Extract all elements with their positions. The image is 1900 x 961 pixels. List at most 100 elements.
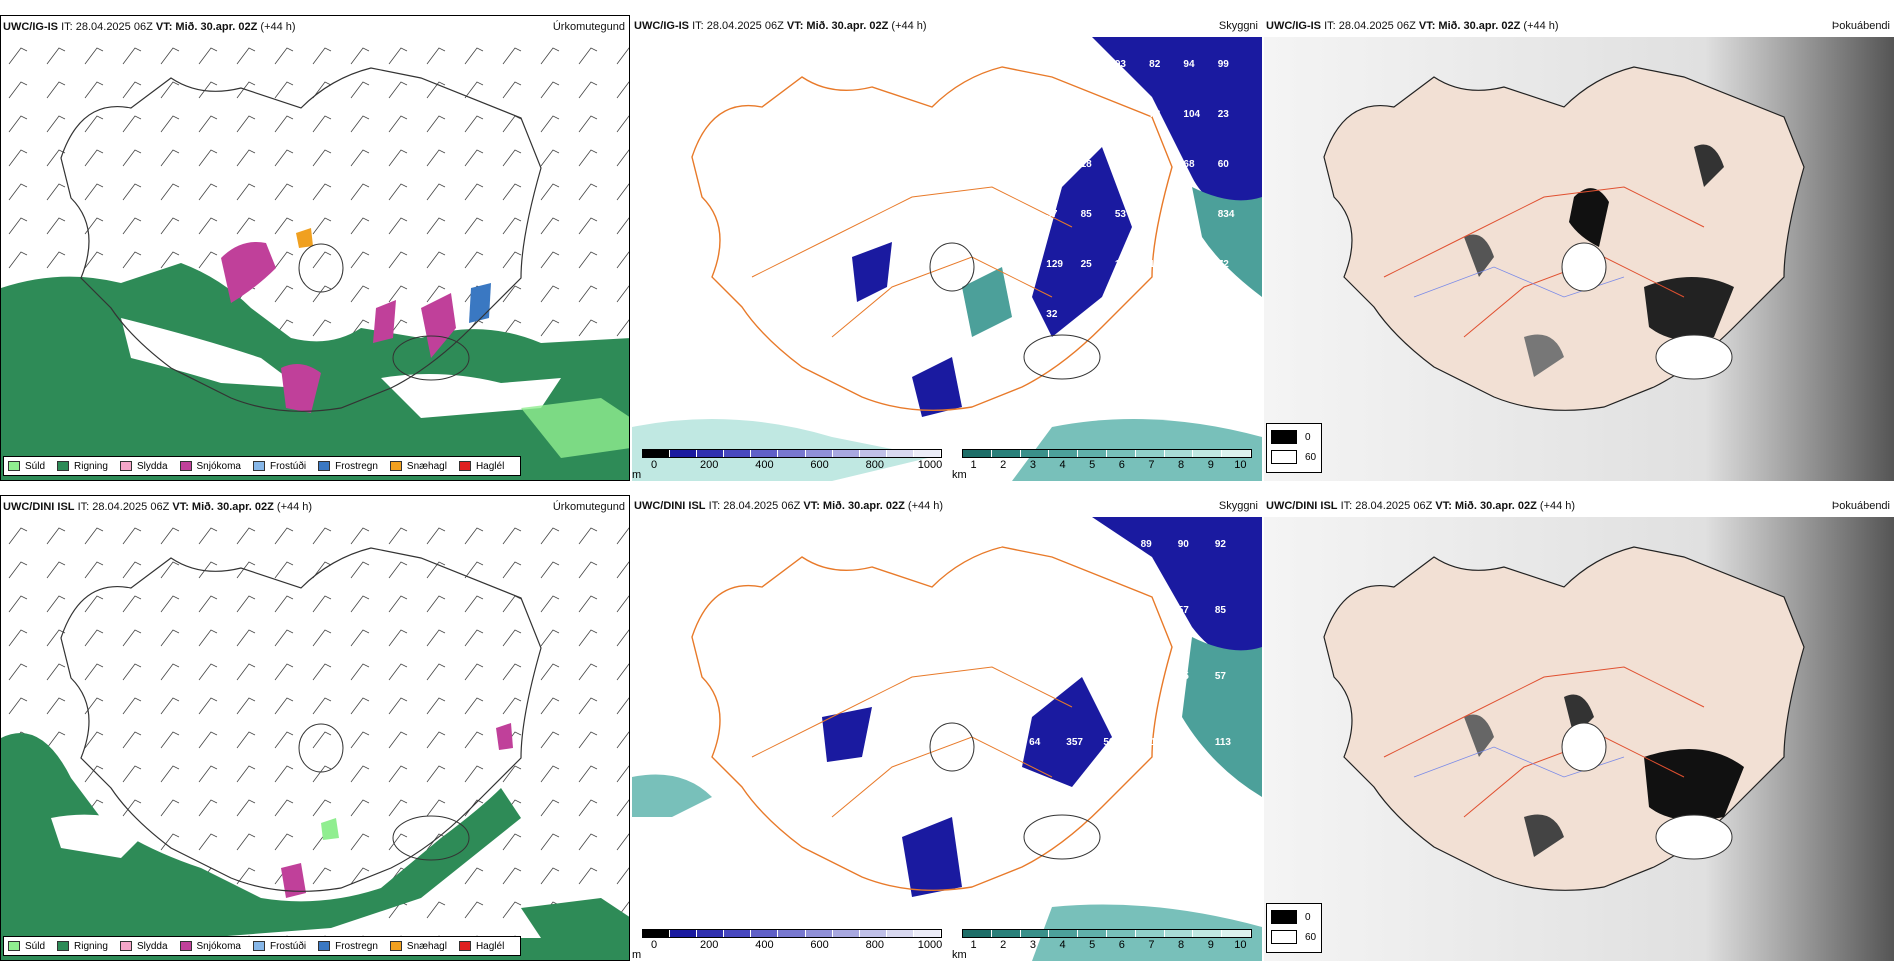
- ceiling-value-label: 213: [1066, 803, 1083, 814]
- fog-legend-swatch: [1271, 450, 1297, 464]
- colorbar-tick: 600: [810, 939, 829, 951]
- ceiling-value-label: 68: [1183, 159, 1195, 170]
- colorbar-unit: km: [952, 949, 967, 961]
- legend-swatch: [458, 461, 471, 471]
- ceiling-panel-top: UWC/IG-IS IT: 28.04.2025 06Z VT: Mið. 30…: [632, 15, 1262, 481]
- colorbar-segment: [1078, 450, 1107, 457]
- panel-title: Úrkomutegund: [552, 21, 625, 33]
- colorbar-segment: [670, 450, 698, 457]
- colorbar-tick: 3: [1029, 939, 1036, 951]
- legend-label: Súld: [25, 940, 46, 952]
- colorbar-tick: 5: [1089, 939, 1096, 951]
- colorbar-tick: 3: [1029, 459, 1036, 471]
- precip-legend: Súld Rigning Slydda Snjókoma Frostúði Frostre…: [3, 936, 522, 956]
- colorbar-segment: [1106, 930, 1136, 937]
- ceiling-value-label: 85: [1081, 209, 1093, 220]
- colorbar-tick: 1: [970, 459, 977, 471]
- ceiling-colorbar: m 0 200 400 600 800 1000: [632, 449, 943, 481]
- colorbar-segment: [805, 450, 833, 457]
- colorbar-segment: [778, 450, 806, 457]
- legend-label: Súld: [25, 460, 46, 472]
- model-name: UWC/IG-IS: [1266, 20, 1321, 32]
- colorbar-tick: 200: [700, 459, 719, 471]
- colorbar-segment: [643, 450, 671, 457]
- legend-item: Haglél: [458, 461, 504, 472]
- ceiling-colorbar: m 0 200 400 600 800 1000: [632, 929, 942, 961]
- model-name: UWC/DINI ISL: [1266, 500, 1338, 512]
- legend-item: Rigning: [57, 461, 108, 472]
- fog-legend-label: 0: [1305, 911, 1311, 923]
- lead-time: (+44 h): [907, 500, 944, 512]
- fog-legend-label: 60: [1305, 451, 1317, 463]
- colorbar-tick: 400: [755, 939, 774, 951]
- ceiling-value-label: 57: [1215, 671, 1227, 682]
- init-time: IT: 28.04.2025 06Z: [1324, 20, 1416, 32]
- ceiling-value-label: 69: [1115, 109, 1127, 120]
- panel-header: UWC/DINI ISL IT: 28.04.2025 06Z VT: Mið.…: [634, 500, 1258, 516]
- lead-time: (+44 h): [891, 20, 927, 32]
- panel-header: UWC/IG-IS IT: 28.04.2025 06Z VT: Mið. 30…: [1266, 20, 1890, 36]
- ceiling-value-label: 73: [1149, 109, 1161, 120]
- panel-header: UWC/IG-IS IT: 28.04.2025 06Z VT: Mið. 30…: [634, 20, 1258, 36]
- fog-legend-item: 60: [1271, 930, 1317, 944]
- colorbar-segment: [1049, 930, 1079, 937]
- fog-legend-item: 0: [1271, 910, 1317, 924]
- colorbar-tick: 7: [1148, 459, 1155, 471]
- colorbar-segment: [1106, 450, 1136, 457]
- valid-time: VT: Mið. 30.apr. 02Z: [1435, 500, 1537, 512]
- colorbar-segment: [697, 450, 725, 457]
- ceiling-value-label: 80: [1012, 59, 1024, 70]
- ceiling-value-label: 89: [1141, 539, 1153, 550]
- ceiling-value-label: 52: [1103, 737, 1115, 748]
- visibility-colorbar: km 1 2 3 4 5 6 7 8 9 10: [952, 449, 1252, 481]
- ceiling-value-label: 34: [1103, 605, 1115, 616]
- fog-panel-top: UWC/IG-IS IT: 28.04.2025 06Z VT: Mið. 30…: [1264, 15, 1894, 481]
- ceiling-value-label: 72: [1218, 259, 1230, 270]
- ceiling-value-label: 81: [992, 671, 1004, 682]
- ceiling-value-label: 60: [1218, 159, 1230, 170]
- ceiling-value-label: 90: [1103, 539, 1115, 550]
- legend-swatch: [8, 461, 20, 471]
- init-time: IT: 28.04.2025 06Z: [1340, 500, 1433, 512]
- ceiling-value-label: 100: [1149, 259, 1166, 270]
- valid-time: VT: Mið. 30.apr. 02Z: [155, 21, 258, 33]
- panel-header: UWC/IG-IS IT: 28.04.2025 06Z VT: Mið. 30…: [3, 21, 625, 37]
- colorbar-tick: 10: [1234, 939, 1247, 951]
- ceiling-value-label: 114: [1012, 259, 1029, 270]
- visibility-colorbar: km 1 2 3 4 5 6 7 8 9 10: [952, 929, 1252, 961]
- colorbar-segment: [697, 930, 725, 937]
- ceiling-value-label: 18: [1081, 159, 1093, 170]
- colorbar-tick: 9: [1207, 459, 1214, 471]
- fog-legend-swatch: [1271, 430, 1297, 444]
- fog-legend: 0 60: [1266, 423, 1322, 473]
- legend-label: Slydda: [136, 460, 168, 472]
- ceiling-value-label: 84: [1081, 59, 1093, 70]
- legend-label: Snjókoma: [196, 460, 241, 472]
- ceiling-value-label: 85: [1046, 109, 1058, 120]
- colorbar-tick: 4: [1059, 939, 1066, 951]
- fog-legend-swatch: [1271, 910, 1297, 924]
- ceiling-value-label: 65: [1178, 671, 1190, 682]
- colorbar-segment: [1020, 450, 1050, 457]
- colorbar-tick: 8: [1178, 459, 1185, 471]
- ceiling-value-label: 70: [1029, 671, 1041, 682]
- colorbar-tick: 5: [1089, 459, 1096, 471]
- colorbar-segment: [805, 930, 833, 937]
- colorbar-segment: [751, 450, 779, 457]
- legend-item: Súld: [8, 461, 45, 472]
- legend-item: Snjókoma: [179, 460, 241, 472]
- ceiling-value-label: 67: [1149, 209, 1161, 220]
- legend-label: Slydda: [136, 940, 168, 952]
- colorbar-tick: 1000: [917, 459, 943, 471]
- ceiling-value-label: 104: [1183, 109, 1200, 120]
- fog-panel-bottom: UWC/DINI ISL IT: 28.04.2025 06Z VT: Mið.…: [1264, 495, 1894, 961]
- init-time: IT: 28.04.2025 06Z: [692, 20, 784, 32]
- ceiling-value-label: 85: [1215, 605, 1227, 616]
- colorbar-tick: 800: [865, 939, 884, 951]
- legend-label: Snjókoma: [196, 940, 241, 952]
- ceiling-value-label: 96: [1103, 671, 1115, 682]
- ceiling-value-label: 139: [1029, 605, 1046, 616]
- legend-label: Frostúði: [269, 940, 307, 952]
- ceiling-value-label: 25: [1081, 259, 1093, 270]
